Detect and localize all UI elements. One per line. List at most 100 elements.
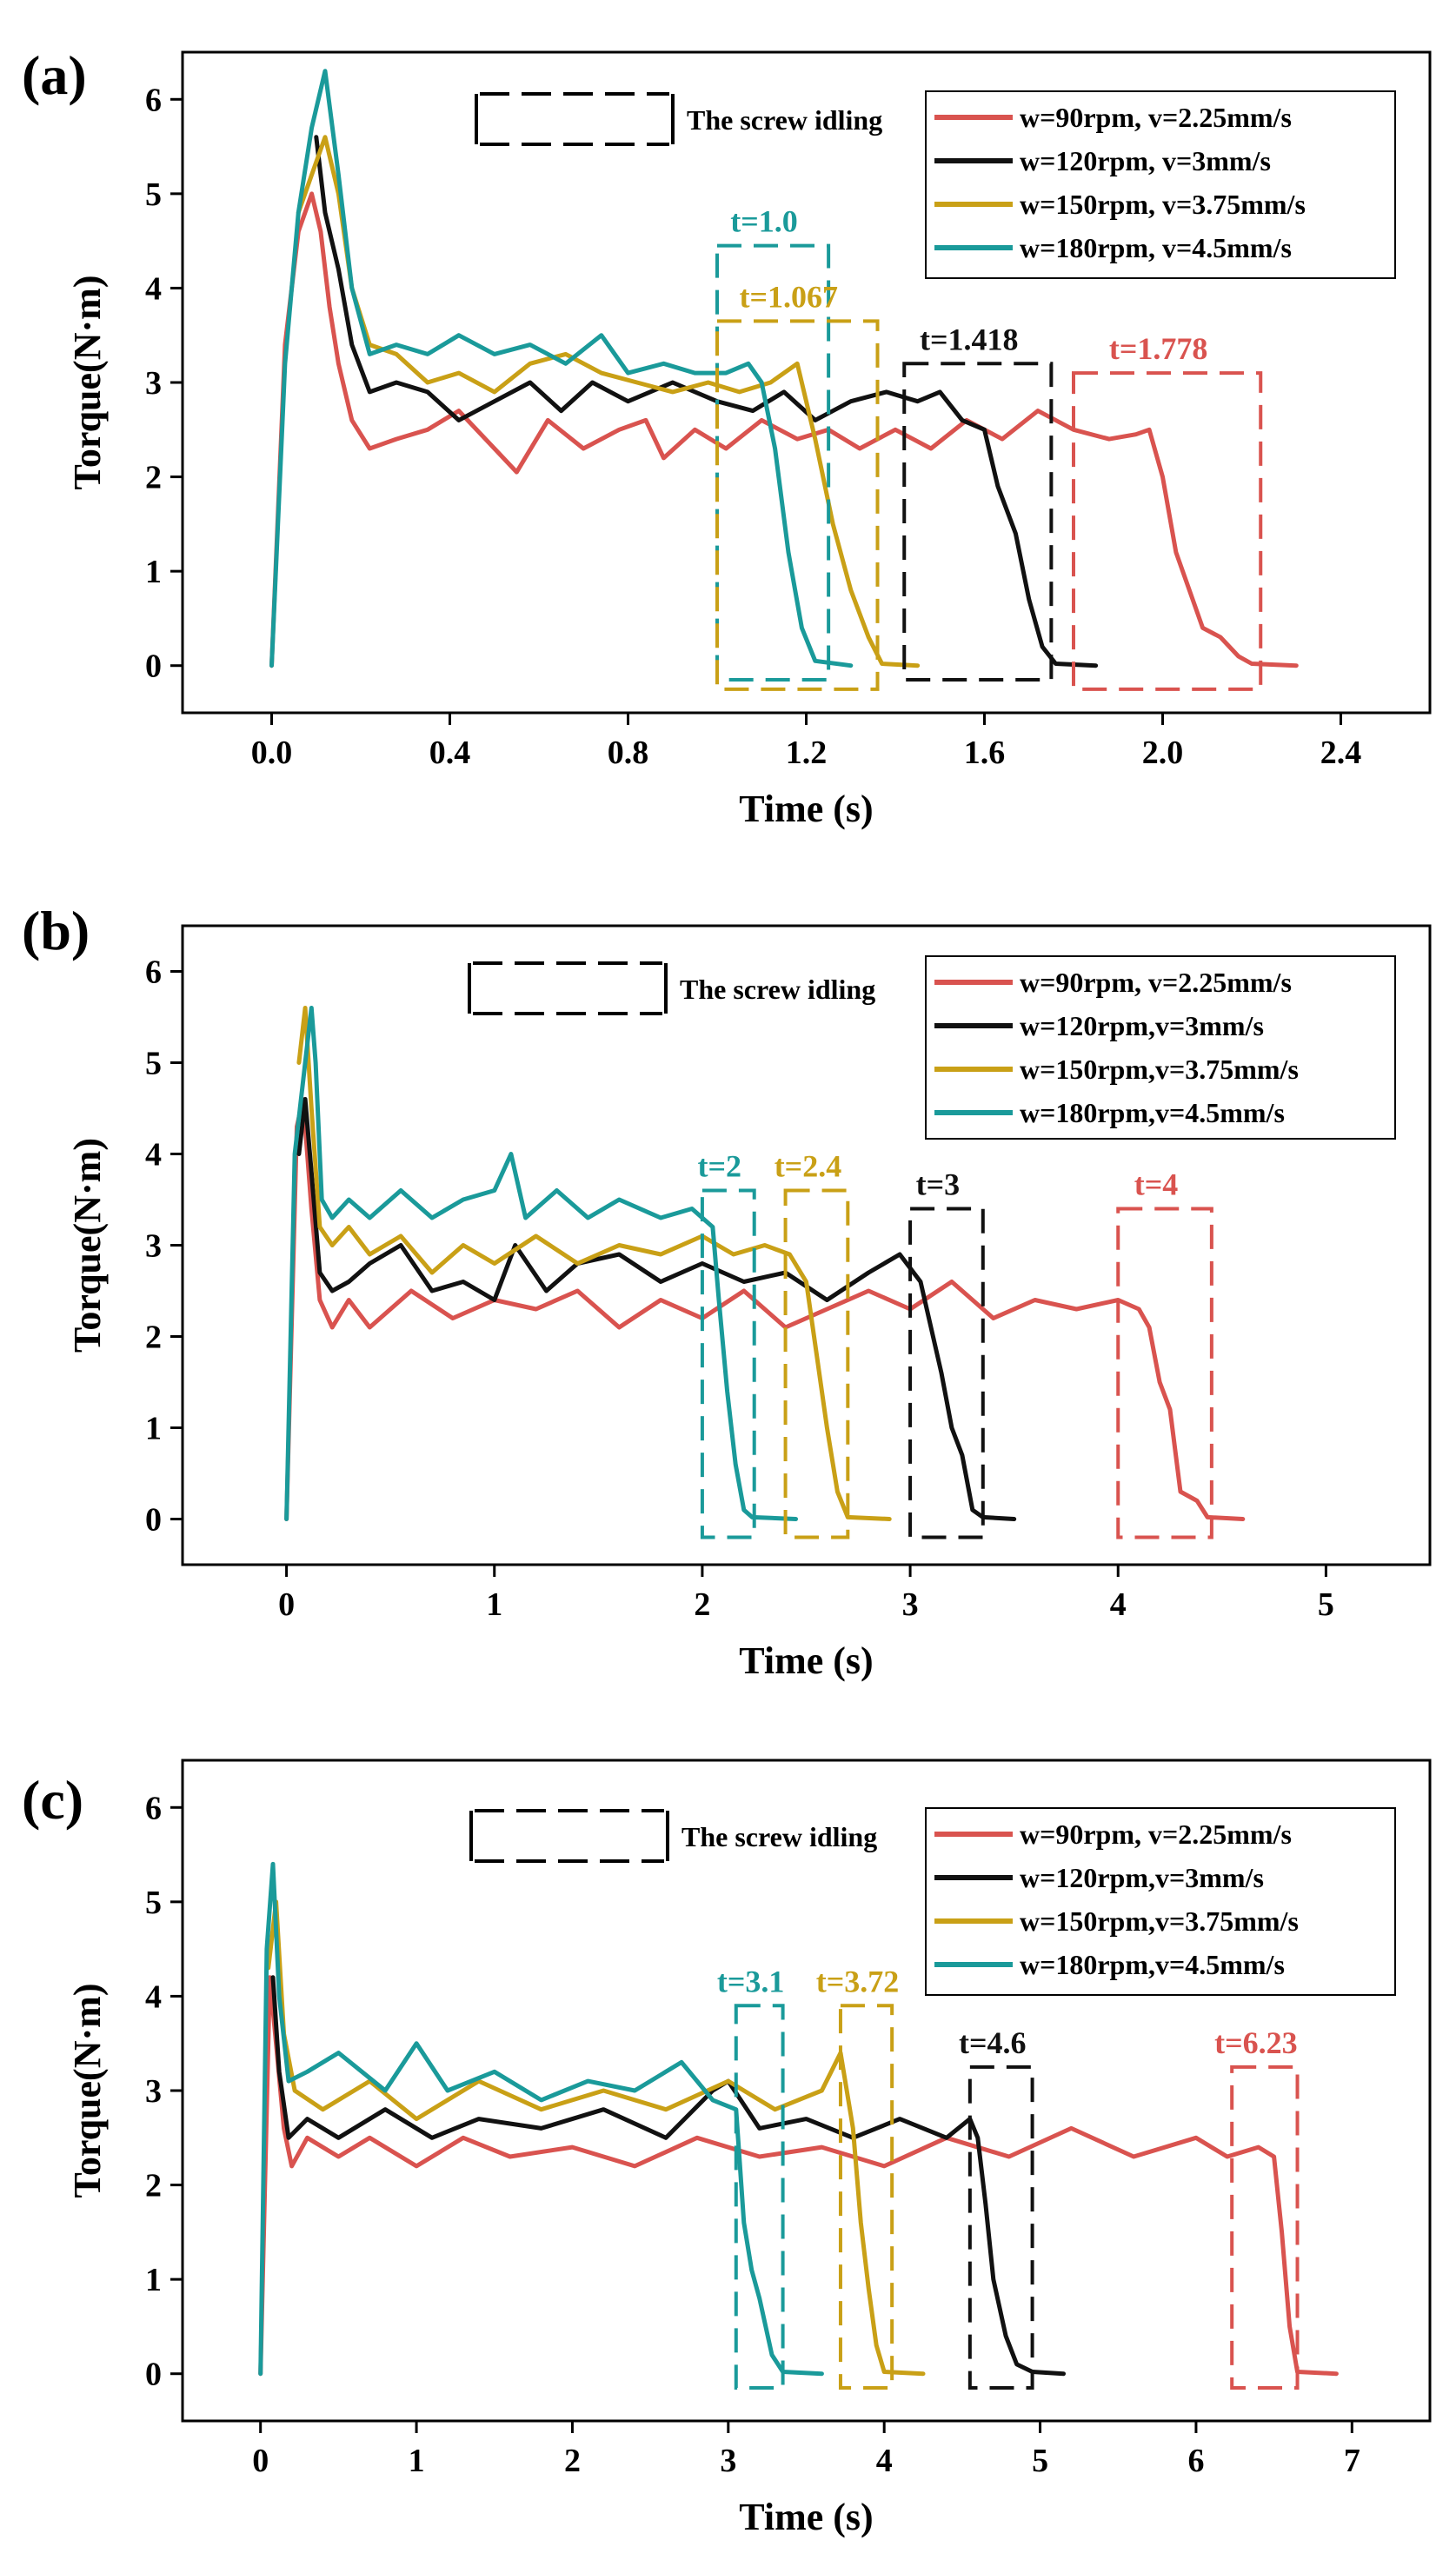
y-tick-label: 3 — [145, 365, 162, 402]
series-line-1 — [314, 135, 1099, 668]
panel-label: (b) — [22, 900, 90, 961]
series-line-1 — [296, 1097, 1017, 1521]
x-tick-label: 2 — [694, 1586, 710, 1623]
idling-time-label: t=1.418 — [920, 322, 1019, 356]
series-line-3 — [258, 1861, 824, 2377]
series-line-2 — [266, 1899, 926, 2377]
legend-entry: w=90rpm, v=2.25mm/s — [1020, 102, 1292, 133]
panel-a: (a) 0.0 0.4 0.8 1.2 1.6 2.0 2.4 0 1 2 3 4 5 6 Time (s) T… — [22, 44, 1432, 830]
idling-time-label: t=1.778 — [1109, 331, 1208, 366]
x-tick-label: 0.8 — [608, 735, 649, 771]
x-tick-label: 4 — [876, 2443, 893, 2479]
legend-entry: w=180rpm,v=4.5mm/s — [1020, 1949, 1285, 1980]
y-tick-label: 4 — [145, 270, 162, 307]
idling-legend-dash — [480, 92, 669, 146]
idling-legend-text: The screw idling — [680, 974, 875, 1005]
x-tick-label: 2.0 — [1142, 735, 1184, 771]
y-tick-label: 6 — [145, 1790, 162, 1826]
y-axis-label: Torque(N·m) — [66, 1984, 109, 2198]
legend-entry: w=150rpm,v=3.75mm/s — [1020, 1905, 1299, 1937]
x-tick-label: 0.4 — [429, 735, 471, 771]
series-line-2 — [296, 135, 921, 668]
legend-entry: w=120rpm,v=3mm/s — [1020, 1010, 1264, 1041]
idling-box — [902, 362, 1054, 682]
x-tick-label: 5 — [1318, 1586, 1334, 1623]
x-tick-label: 1 — [409, 2443, 425, 2479]
y-tick-label: 5 — [145, 1046, 162, 1082]
y-tick-label: 3 — [145, 2073, 162, 2110]
x-tick-label: 0 — [278, 1586, 295, 1623]
legend-entry: w=120rpm, v=3mm/s — [1020, 145, 1271, 176]
idling-box — [1116, 1207, 1213, 1539]
x-axis-label: Time (s) — [739, 1639, 873, 1682]
x-tick-label: 1 — [486, 1586, 502, 1623]
x-axis-label: Time (s) — [739, 788, 873, 830]
idling-box — [783, 1188, 850, 1539]
legend-entry: w=180rpm,v=4.5mm/s — [1020, 1097, 1285, 1128]
series-line-0 — [258, 1975, 1339, 2377]
x-axis-label: Time (s) — [739, 2496, 873, 2538]
y-tick-label: 5 — [145, 176, 162, 213]
panel-label: (a) — [22, 44, 87, 106]
x-tick-label: 1.6 — [964, 735, 1006, 771]
idling-box — [967, 2065, 1034, 2390]
series-line-1 — [270, 1975, 1066, 2377]
series-line-3 — [269, 69, 854, 668]
x-tick-label: 1.2 — [786, 735, 828, 771]
idling-time-label: t=2 — [698, 1149, 742, 1184]
series-line-0 — [284, 1097, 1246, 1521]
idling-box — [1230, 2065, 1300, 2390]
idling-box — [715, 243, 831, 682]
legend-box — [925, 955, 1396, 1140]
idling-legend-text: The screw idling — [681, 1821, 877, 1852]
legend-entry: w=150rpm,v=3.75mm/s — [1020, 1054, 1299, 1085]
y-tick-label: 2 — [145, 1320, 162, 1356]
legend-entry: w=90rpm, v=2.25mm/s — [1020, 1819, 1292, 1850]
y-tick-label: 0 — [145, 1502, 162, 1539]
y-tick-label: 5 — [145, 1885, 162, 1921]
y-tick-label: 2 — [145, 2168, 162, 2204]
x-tick-label: 6 — [1187, 2443, 1204, 2479]
idling-legend-dash — [473, 961, 662, 1015]
idling-time-label: t=1.0 — [730, 204, 798, 239]
idling-time-label: t=4 — [1134, 1167, 1179, 1202]
y-tick-label: 1 — [145, 2262, 162, 2298]
x-tick-label: 4 — [1110, 1586, 1127, 1623]
idling-box — [715, 319, 880, 691]
idling-time-label: t=6.23 — [1214, 2025, 1298, 2060]
y-tick-label: 0 — [145, 2357, 162, 2393]
x-tick-label: 7 — [1344, 2443, 1360, 2479]
x-tick-label: 3 — [902, 1586, 919, 1623]
panel-b: (b) 0 1 2 3 4 5 0 1 2 3 4 5 6 Time (s) Torque(N·m) t=2 t=… — [22, 900, 1432, 1682]
x-tick-label: 3 — [720, 2443, 736, 2479]
x-tick-label: 2 — [564, 2443, 581, 2479]
y-tick-label: 6 — [145, 82, 162, 118]
idling-box — [1072, 371, 1263, 691]
legend-entry: w=90rpm, v=2.25mm/s — [1020, 967, 1292, 998]
legend-entry: w=150rpm, v=3.75mm/s — [1020, 189, 1306, 220]
idling-box — [734, 2004, 785, 2390]
y-tick-label: 4 — [145, 1978, 162, 2015]
idling-time-label: t=3.72 — [816, 1964, 900, 1998]
y-tick-label: 1 — [145, 554, 162, 590]
x-tick-label: 5 — [1032, 2443, 1048, 2479]
legend-entry: w=180rpm, v=4.5mm/s — [1020, 232, 1292, 263]
idling-box — [838, 2004, 894, 2390]
x-tick-label: 0.0 — [251, 735, 293, 771]
idling-time-label: t=2.4 — [775, 1149, 842, 1184]
x-tick-label: 0 — [252, 2443, 269, 2479]
series-line-3 — [284, 1006, 798, 1521]
y-tick-label: 6 — [145, 954, 162, 991]
y-tick-label: 3 — [145, 1228, 162, 1265]
idling-legend-dash — [475, 1809, 664, 1863]
idling-time-label: t=4.6 — [959, 2025, 1027, 2060]
y-tick-label: 4 — [145, 1137, 162, 1174]
y-axis-label: Torque(N·m) — [66, 276, 109, 490]
panel-label: (c) — [22, 1769, 83, 1831]
y-tick-label: 1 — [145, 1411, 162, 1447]
idling-legend-text: The screw idling — [687, 104, 882, 136]
y-axis-label: Torque(N·m) — [66, 1138, 109, 1353]
idling-time-label: t=1.067 — [739, 279, 838, 314]
idling-box — [700, 1188, 756, 1539]
idling-time-label: t=3.1 — [717, 1964, 785, 1998]
